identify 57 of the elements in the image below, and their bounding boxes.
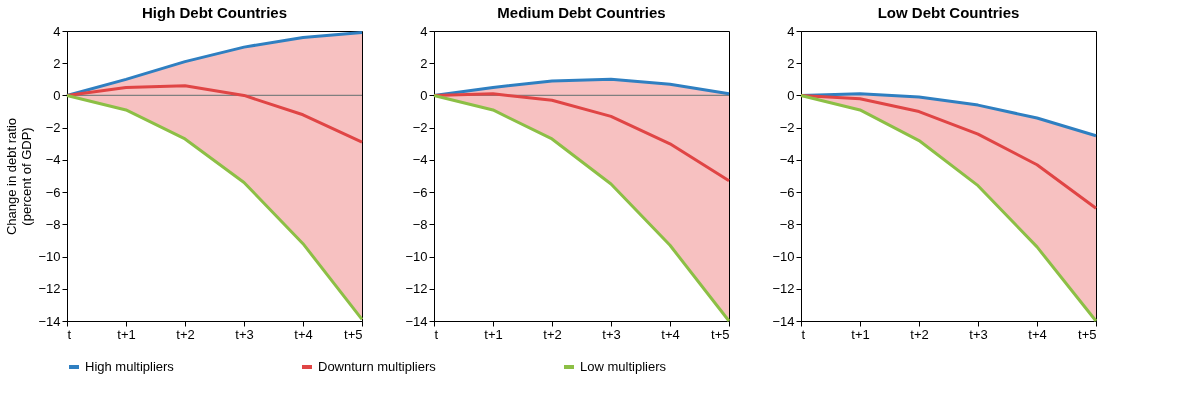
y-tick-label: −4 — [45, 152, 61, 168]
y-tick-label: −4 — [412, 152, 428, 168]
y-tick-label: −14 — [38, 313, 61, 329]
x-tick-label: t+1 — [851, 326, 870, 342]
x-tick-label: t+3 — [235, 326, 254, 342]
x-tick-label: t+1 — [484, 326, 503, 342]
y-tick-label: 4 — [420, 23, 428, 39]
y-tick-label: −6 — [412, 184, 428, 200]
y-tick-label: −12 — [38, 281, 61, 297]
y-tick-label: −10 — [38, 249, 61, 265]
y-tick-label: −8 — [412, 216, 428, 232]
x-tick-label: t+4 — [661, 326, 680, 342]
y-tick-label: −12 — [772, 281, 795, 297]
x-tick-label: t+2 — [910, 326, 929, 342]
y-tick-label: 2 — [787, 55, 795, 71]
y-tick-label: 4 — [53, 23, 61, 39]
y-tick-label: −6 — [45, 184, 61, 200]
y-tick-label: −12 — [405, 281, 428, 297]
y-tick-label: −10 — [405, 249, 428, 265]
x-tick-label: t+5 — [1078, 326, 1097, 342]
y-tick-label: −8 — [45, 216, 61, 232]
y-tick-label: −6 — [779, 184, 795, 200]
y-tick-label: −2 — [412, 120, 428, 136]
chart-title: High Debt Countries — [142, 4, 287, 21]
x-tick-label: t+3 — [969, 326, 988, 342]
y-tick-label: −14 — [772, 313, 795, 329]
y-tick-label: 4 — [787, 23, 795, 39]
x-tick-label: t+2 — [176, 326, 195, 342]
y-tick-label: 2 — [53, 55, 61, 71]
y-tick-label: 0 — [787, 87, 795, 103]
legend-label: Low multipliers — [580, 359, 667, 374]
legend-label: High multipliers — [85, 359, 175, 374]
x-tick-label: t+4 — [1028, 326, 1047, 342]
legend-label: Downturn multipliers — [318, 359, 437, 374]
x-tick-label: t — [434, 326, 439, 342]
y-tick-label: −14 — [405, 313, 428, 329]
y-tick-label: −10 — [772, 249, 795, 265]
y-tick-label: −8 — [779, 216, 795, 232]
x-tick-label: t+2 — [543, 326, 562, 342]
x-tick-label: t — [67, 326, 72, 342]
line-series — [65, 93, 364, 321]
y-tick-label: −2 — [45, 120, 61, 136]
y-tick-label: 2 — [420, 55, 428, 71]
chart-title: Low Debt Countries — [877, 4, 1020, 21]
chart-title: Medium Debt Countries — [497, 4, 666, 21]
y-axis-title: Change in debt ratio (percent of GDP) — [4, 117, 35, 236]
y-tick-label: −2 — [779, 120, 795, 136]
x-tick-label: t+4 — [294, 326, 313, 342]
y-tick-label: 0 — [53, 87, 61, 103]
x-tick-label: t+1 — [117, 326, 136, 342]
y-tick-label: 0 — [420, 87, 428, 103]
x-tick-label: t+5 — [711, 326, 730, 342]
x-tick-label: t+3 — [602, 326, 621, 342]
y-tick-label: −4 — [779, 152, 795, 168]
x-tick-label: t — [801, 326, 806, 342]
x-tick-label: t+5 — [344, 326, 363, 342]
line-series — [65, 31, 364, 97]
